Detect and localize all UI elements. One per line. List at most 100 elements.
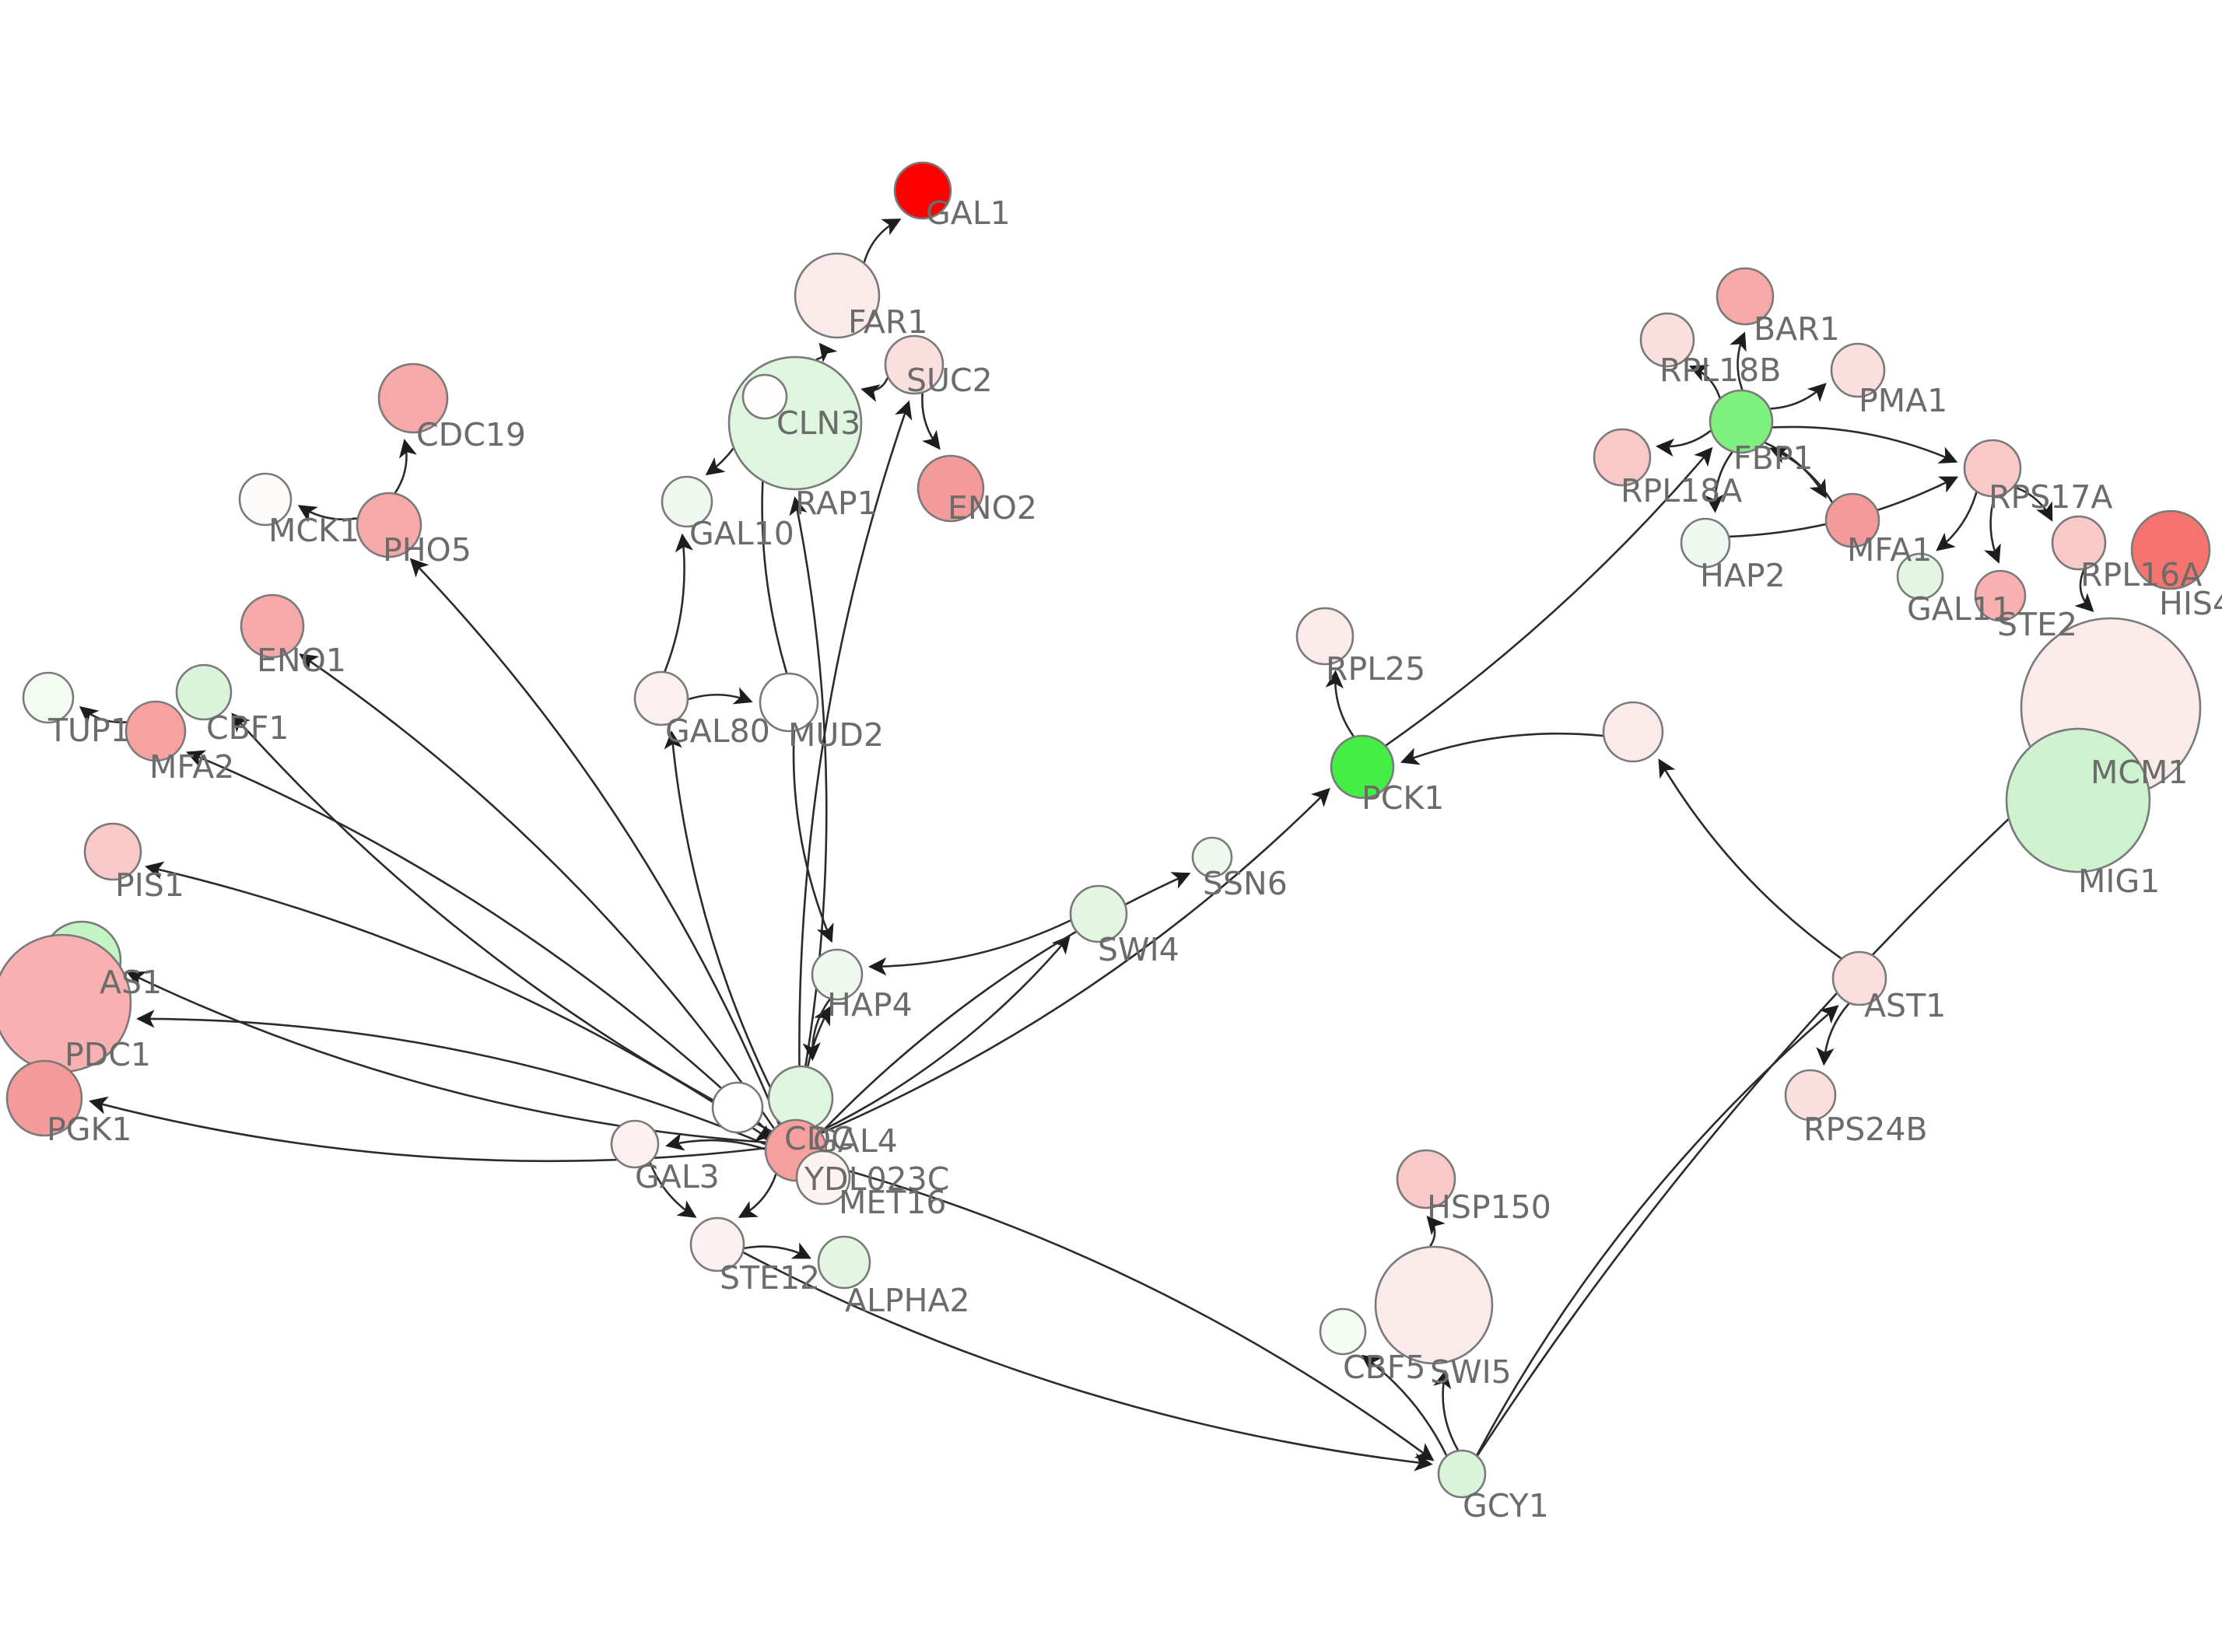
edge-layer xyxy=(79,219,2104,1472)
node-label-ast1: AST1 xyxy=(1864,987,1946,1024)
edge-FBP1-to-RPS17A xyxy=(1772,425,1958,464)
edge-GAL4-to-PCK1 xyxy=(821,787,1330,1134)
node-gal10[interactable] xyxy=(661,475,713,528)
node-mfa2[interactable] xyxy=(124,700,187,762)
node-his4[interactable] xyxy=(2130,509,2211,590)
node-mck1[interactable] xyxy=(238,472,293,527)
node-hap2[interactable] xyxy=(1680,517,1731,569)
edge-GAL80-to-MUD2 xyxy=(688,687,753,705)
node-label-met16: MET16 xyxy=(839,1184,947,1221)
edge-GAL4-to-CBF1 xyxy=(231,712,772,1132)
node-hsp150[interactable] xyxy=(1396,1149,1456,1209)
edge-GAL4-to-CDC39 xyxy=(754,1125,773,1145)
node-rpl16a[interactable] xyxy=(2051,515,2107,571)
node-pma1[interactable] xyxy=(1830,342,1886,398)
node-rap1[interactable] xyxy=(741,373,788,420)
node-label-hap2: HAP2 xyxy=(1700,557,1786,594)
node-cdc39[interactable] xyxy=(711,1081,764,1134)
node-mfa1[interactable] xyxy=(1824,492,1880,548)
node-label-gal80: GAL80 xyxy=(665,712,770,750)
edge-FBP1-to-RPL18B xyxy=(1688,364,1721,399)
edge-GAL4-to-SUC2 xyxy=(798,400,913,1120)
edge-GAL4-to-PHO5 xyxy=(409,558,780,1125)
node-alpha2[interactable] xyxy=(817,1235,871,1290)
edge-GAL4-to-MFA2 xyxy=(186,750,771,1135)
node-cbf1[interactable] xyxy=(175,663,233,721)
node-ste12[interactable] xyxy=(689,1216,745,1272)
node-ste2[interactable] xyxy=(1974,569,2027,622)
node-label-rap1: RAP1 xyxy=(795,485,878,522)
edge-GAL80-to-GAL10 xyxy=(664,533,694,672)
node-pis1[interactable] xyxy=(83,822,142,881)
node-label-ssn6: SSN6 xyxy=(1203,865,1288,902)
node-label-mfa1: MFA1 xyxy=(1847,531,1932,569)
edge-GCY1-to-AST1 xyxy=(1476,1005,1839,1456)
node-label-bar1: BAR1 xyxy=(1754,310,1840,348)
node-pho5[interactable] xyxy=(356,492,422,558)
node-bar1[interactable] xyxy=(1716,267,1775,326)
node-pck1[interactable] xyxy=(1330,734,1395,800)
edge-FAR1-to-GAL1 xyxy=(863,219,902,263)
node-rps17a[interactable] xyxy=(1963,439,2022,498)
node-label-mig1: MIG1 xyxy=(2078,863,2160,900)
node-label-rpl18a: RPL18A xyxy=(1621,472,1742,509)
node-far1[interactable] xyxy=(794,252,881,339)
node-gal80[interactable] xyxy=(633,670,689,726)
edge-SUC2-to-ENO2 xyxy=(921,393,941,450)
edge-PHO5-to-CDC19 xyxy=(394,439,417,494)
node-gal3[interactable] xyxy=(610,1119,660,1169)
node-gcy1[interactable] xyxy=(1437,1449,1487,1499)
node-unlabeled_hub[interactable] xyxy=(1602,701,1664,763)
node-tup1[interactable] xyxy=(22,671,75,724)
node-rpl18b[interactable] xyxy=(1639,312,1695,368)
node-mig1[interactable] xyxy=(2005,727,2151,873)
node-label-swi5: SWI5 xyxy=(1430,1353,1512,1391)
edge-GCY1-to-SWI5 xyxy=(1433,1369,1460,1451)
edge-RPS17A-to-STE2 xyxy=(1984,496,2001,564)
node-eno2[interactable] xyxy=(916,454,985,523)
node-label-pho5: PHO5 xyxy=(383,531,471,569)
edge-STE12-to-GCY1 xyxy=(742,1251,1433,1472)
node-label-pma1: PMA1 xyxy=(1859,382,1947,419)
node-ssn6[interactable] xyxy=(1191,836,1233,878)
edge-RPL16A-to-MCM1 xyxy=(2074,569,2094,613)
node-fbp1[interactable] xyxy=(1709,389,1774,454)
edge-GAL4-to-SWI4 xyxy=(819,935,1071,1132)
node-label-fbp1: FBP1 xyxy=(1733,439,1814,477)
node-rps24b[interactable] xyxy=(1784,1069,1837,1122)
node-label-pis1: PIS1 xyxy=(115,866,184,904)
node-cdc19[interactable] xyxy=(377,362,449,434)
edge-RPS17A-to-GAL11 xyxy=(1936,492,1978,551)
node-cbf5[interactable] xyxy=(1319,1307,1367,1356)
edge-HAP4-to-MET16 xyxy=(802,998,831,1062)
node-hap4[interactable] xyxy=(811,948,864,1001)
edge-STE12-to-ALPHA2 xyxy=(744,1242,811,1259)
node-pgk1[interactable] xyxy=(5,1059,83,1137)
node-swi5[interactable] xyxy=(1374,1245,1494,1365)
node-label-hap4: HAP4 xyxy=(827,986,913,1024)
edge-FBP1-to-BAR1 xyxy=(1730,331,1747,390)
edge-UNLABELED_HUB-to-PCK1 xyxy=(1400,732,1603,765)
node-gal1[interactable] xyxy=(893,161,952,220)
node-label-mud2: MUD2 xyxy=(788,716,884,754)
node-label-pdc1: PDC1 xyxy=(65,1036,151,1073)
node-ast1[interactable] xyxy=(1831,950,1887,1006)
node-ydl023c[interactable] xyxy=(795,1150,851,1206)
node-gal11[interactable] xyxy=(1896,552,1944,600)
node-suc2[interactable] xyxy=(884,334,945,395)
edge-SWI5-to-HSP150 xyxy=(1426,1215,1446,1247)
node-layer xyxy=(0,161,2211,1499)
node-mud2[interactable] xyxy=(759,672,819,733)
node-rpl25[interactable] xyxy=(1295,607,1355,666)
node-swi4[interactable] xyxy=(1069,884,1128,943)
node-eno1[interactable] xyxy=(240,593,305,659)
node-label-pck1: PCK1 xyxy=(1362,779,1444,817)
edge-RPS17A-to-RPL16A xyxy=(2013,485,2053,522)
node-label-tup1: TUP1 xyxy=(47,712,131,749)
node-label-cdc39: CDC xyxy=(784,1120,853,1157)
edge-GAL4-to-CLN3 xyxy=(789,496,828,1120)
node-rpl18a[interactable] xyxy=(1593,428,1652,487)
node-label-cbf1: CBF1 xyxy=(206,709,289,747)
edge-GCY1-to-CBF5 xyxy=(1361,1354,1448,1456)
